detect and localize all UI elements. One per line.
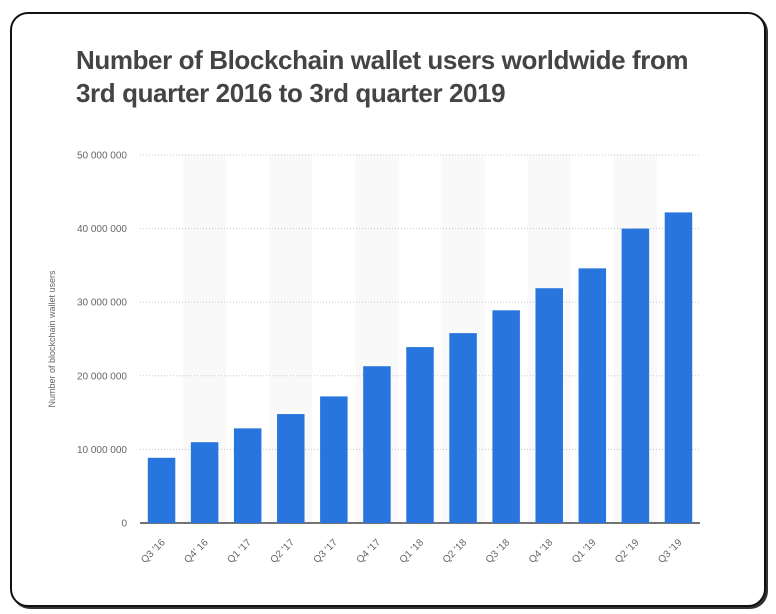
- x-tick-label: Q3 '17: [312, 537, 341, 566]
- y-tick-label: 30 000 000: [77, 298, 127, 309]
- bar: [492, 310, 520, 523]
- bar: [621, 228, 650, 523]
- y-tick-label: 10 000 000: [77, 445, 127, 456]
- chart-title: Number of Blockchain wallet users worldw…: [76, 45, 689, 108]
- x-tick-label: Q3 '19: [656, 537, 685, 566]
- y-axis-label: Number of blockchain wallet users: [47, 270, 57, 408]
- x-tick-label: Q2 '18: [441, 537, 470, 566]
- x-tick-label: Q4' 16: [182, 537, 211, 566]
- x-tick-label: Q2 '17: [268, 537, 297, 566]
- y-tick-label: 40 000 000: [77, 224, 127, 235]
- x-tick-label: Q3 '18: [484, 537, 513, 566]
- y-tick-label: 20 000 000: [77, 371, 127, 382]
- bar: [363, 366, 391, 523]
- bar: [190, 442, 219, 523]
- x-tick-label: Q2 '19: [613, 537, 642, 566]
- x-tick-label: Q4 '18: [527, 537, 556, 566]
- bar: [406, 347, 434, 523]
- x-tick-label: Q1 '18: [398, 537, 427, 566]
- x-tick-label: Q1 '17: [225, 537, 254, 566]
- bar: [664, 212, 693, 523]
- y-tick-label: 50 000 000: [77, 151, 127, 162]
- bar: [320, 396, 348, 523]
- bar: [147, 457, 176, 523]
- y-tick-label: 0: [121, 519, 127, 530]
- x-tick-label: Q1 '19: [570, 537, 599, 566]
- bar: [277, 414, 305, 523]
- bar: [535, 288, 563, 523]
- bar: [449, 333, 477, 523]
- x-tick-label: Q4 '17: [355, 537, 384, 566]
- bar: [578, 268, 607, 523]
- x-tick-label: Q3 '16: [139, 537, 168, 566]
- bar: [233, 428, 262, 523]
